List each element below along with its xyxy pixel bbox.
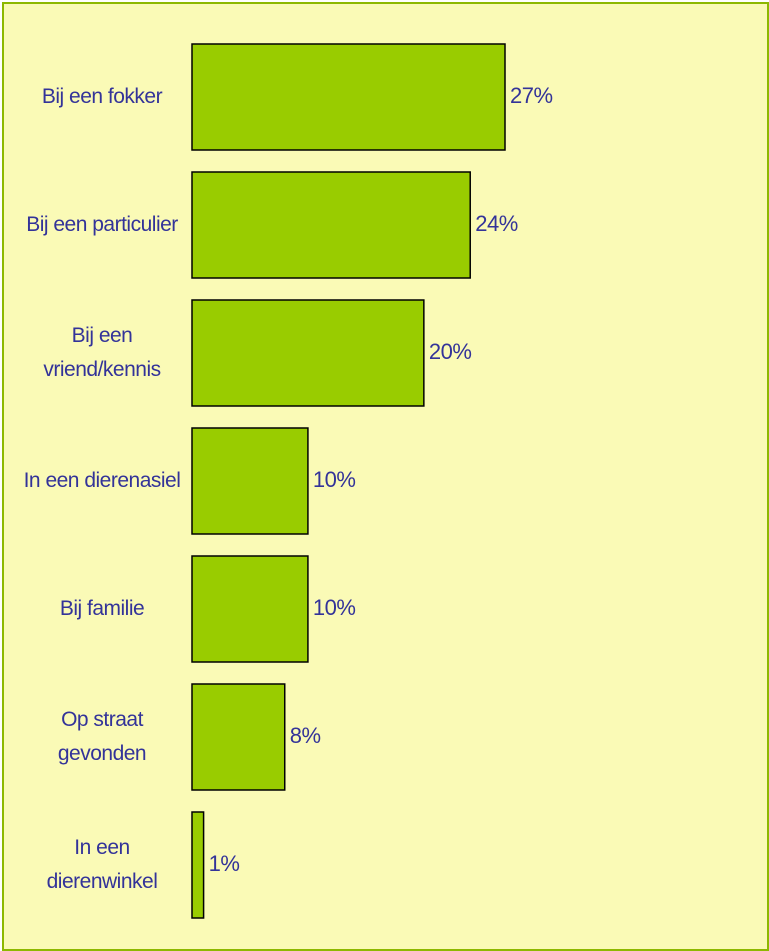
value-label: 10% [313, 595, 356, 620]
category-label: Op straat gevonden [57, 708, 147, 765]
category-label: Bij een vriend/kennis [43, 324, 161, 381]
bar [191, 555, 309, 663]
category-label: Bij een particulier [26, 213, 178, 236]
bar [191, 171, 471, 279]
chart: 27% 24% 20% 10% 10% 8% 1% [191, 43, 553, 919]
value-label: 10% [313, 467, 356, 492]
category-label: In een dierenwinkel [46, 836, 158, 893]
bar [191, 43, 506, 151]
value-label: 27% [510, 83, 553, 108]
category-label: Bij familie [59, 597, 145, 620]
value-label: 20% [429, 339, 472, 364]
value-label: 1% [209, 851, 240, 876]
category-label: Bij een fokker [41, 85, 163, 108]
value-label: 8% [290, 723, 321, 748]
bar [191, 811, 205, 919]
bar [191, 299, 425, 407]
bar [191, 427, 309, 535]
category-label: In een dierenasiel [23, 469, 181, 492]
value-label: 24% [475, 211, 518, 236]
bar [191, 683, 286, 791]
